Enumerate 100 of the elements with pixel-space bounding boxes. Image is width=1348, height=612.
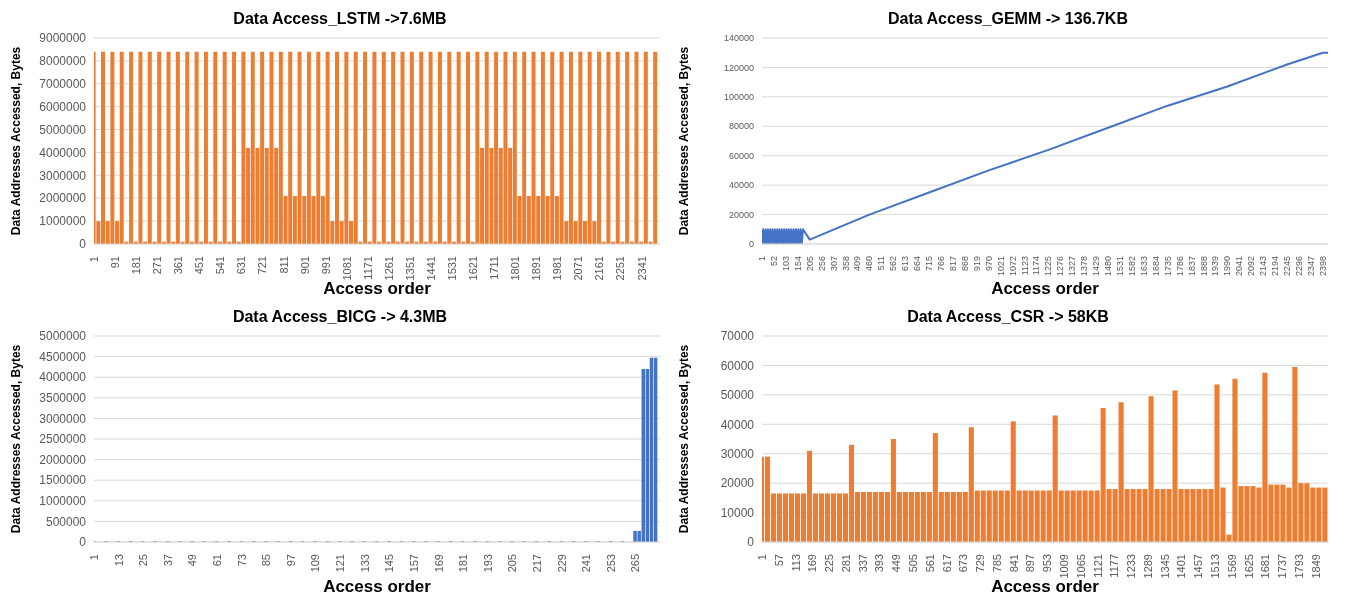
bar <box>578 51 583 244</box>
bar <box>634 51 639 244</box>
y-tick-label: 1000000 <box>39 214 87 229</box>
x-tick-label: 1891 <box>530 256 543 281</box>
y-tick-label: 3500000 <box>39 391 87 406</box>
y-tick-label: 10000 <box>720 505 755 520</box>
y-tick-label: 20000 <box>720 476 755 491</box>
chart-title: Data Access_LSTM ->7.6MB <box>232 9 448 29</box>
x-tick-label: 25 <box>137 554 150 567</box>
bar <box>587 51 592 244</box>
bar <box>213 51 218 244</box>
x-tick-label: 1981 <box>551 256 564 281</box>
x-tick-label: 337 <box>856 554 869 573</box>
x-tick-label: 970 <box>983 256 994 272</box>
x-tick-label: 1345 <box>1158 554 1171 579</box>
x-tick-label: 113 <box>789 554 802 572</box>
y-axis-title: Data Addresses Accessed, Bytes <box>9 46 24 236</box>
y-tick-label: 3000000 <box>39 411 87 426</box>
x-tick-label: 205 <box>804 256 815 272</box>
x-tick-label: 1 <box>88 554 100 561</box>
x-tick-label: 868 <box>959 256 970 272</box>
x-tick-label: 715 <box>924 256 935 272</box>
x-tick-label: 225 <box>823 554 836 573</box>
x-tick-label: 1737 <box>1276 554 1289 579</box>
x-tick-label: 1681 <box>1259 554 1272 579</box>
y-tick-label: 140000 <box>723 33 754 44</box>
x-tick-label: 1123 <box>1019 256 1030 276</box>
bar <box>222 51 227 244</box>
bar <box>447 51 452 244</box>
x-tick-label: 73 <box>235 554 248 567</box>
x-tick-label: 1513 <box>1209 554 1222 579</box>
x-tick-label: 253 <box>604 554 617 573</box>
bar <box>559 51 564 244</box>
x-tick-label: 49 <box>186 554 199 567</box>
bar <box>522 51 527 244</box>
y-tick-label: 5000000 <box>39 122 87 137</box>
x-tick-label: 817 <box>947 256 958 272</box>
y-tick-label: 6000000 <box>39 99 87 114</box>
bar <box>344 51 349 244</box>
x-tick-label: 953 <box>1041 554 1054 573</box>
bar <box>428 51 433 244</box>
x-tick-label: 460 <box>864 256 875 272</box>
x-tick-label: 265 <box>629 554 642 573</box>
bar <box>297 51 302 244</box>
bar <box>110 51 115 244</box>
x-tick-label: 2143 <box>1258 256 1269 277</box>
x-tick-label: 2296 <box>1293 256 1304 277</box>
x-tick-label: 811 <box>277 256 290 274</box>
bar <box>531 51 536 244</box>
x-tick-label: 1177 <box>1108 554 1121 578</box>
bar <box>166 51 171 244</box>
x-axis-title: Access order <box>991 279 1100 298</box>
bar <box>372 51 377 244</box>
y-tick-label: 60000 <box>728 150 754 161</box>
x-tick-label: 103 <box>780 256 791 272</box>
x-tick-label: 393 <box>873 554 886 573</box>
x-tick-label: 1633 <box>1138 256 1149 277</box>
x-tick-label: 1401 <box>1175 554 1188 579</box>
y-tick-label: 3000000 <box>39 168 87 183</box>
y-tick-label: 100000 <box>723 92 754 103</box>
x-tick-label: 85 <box>260 554 273 567</box>
x-tick-label: 1480 <box>1103 256 1114 277</box>
bar <box>138 51 143 244</box>
y-tick-label: 30000 <box>720 446 755 461</box>
x-tick-label: 361 <box>172 256 185 275</box>
x-tick-label: 2341 <box>635 256 648 281</box>
x-tick-label: 1225 <box>1043 256 1054 277</box>
x-tick-label: 1021 <box>995 256 1006 277</box>
y-tick-label: 7000000 <box>39 77 87 92</box>
y-tick-label: 4000000 <box>39 145 87 160</box>
x-axis-title: Access order <box>323 577 432 596</box>
x-tick-label: 193 <box>481 554 494 573</box>
x-tick-label: 664 <box>912 256 923 272</box>
x-tick-label: 2071 <box>572 256 585 281</box>
x-tick-label: 169 <box>432 554 445 573</box>
x-tick-label: 1939 <box>1210 256 1221 277</box>
bar <box>475 51 480 244</box>
x-tick-label: 561 <box>923 554 936 573</box>
x-tick-label: 673 <box>957 554 970 573</box>
x-tick-label: 449 <box>890 554 903 573</box>
y-tick-label: 8000000 <box>39 54 87 69</box>
y-tick-label: 20000 <box>728 209 754 220</box>
x-tick-label: 541 <box>214 256 227 275</box>
x-tick-label: 241 <box>580 554 593 573</box>
bar <box>288 51 293 244</box>
y-tick-label: 0 <box>79 237 87 252</box>
x-tick-label: 919 <box>971 256 982 272</box>
bar <box>185 51 190 244</box>
x-tick-label: 991 <box>319 256 332 275</box>
x-tick-label: 1582 <box>1126 256 1137 277</box>
bar <box>381 51 386 244</box>
y-tick-label: 60000 <box>720 358 755 373</box>
y-tick-label: 2000000 <box>39 452 87 467</box>
bar <box>325 51 330 244</box>
x-tick-label: 451 <box>193 256 206 275</box>
x-tick-label: 1081 <box>340 256 353 281</box>
x-tick-label: 358 <box>840 256 851 272</box>
x-tick-label: 133 <box>358 554 371 573</box>
line-series <box>762 51 1328 244</box>
y-tick-label: 0 <box>748 239 754 250</box>
